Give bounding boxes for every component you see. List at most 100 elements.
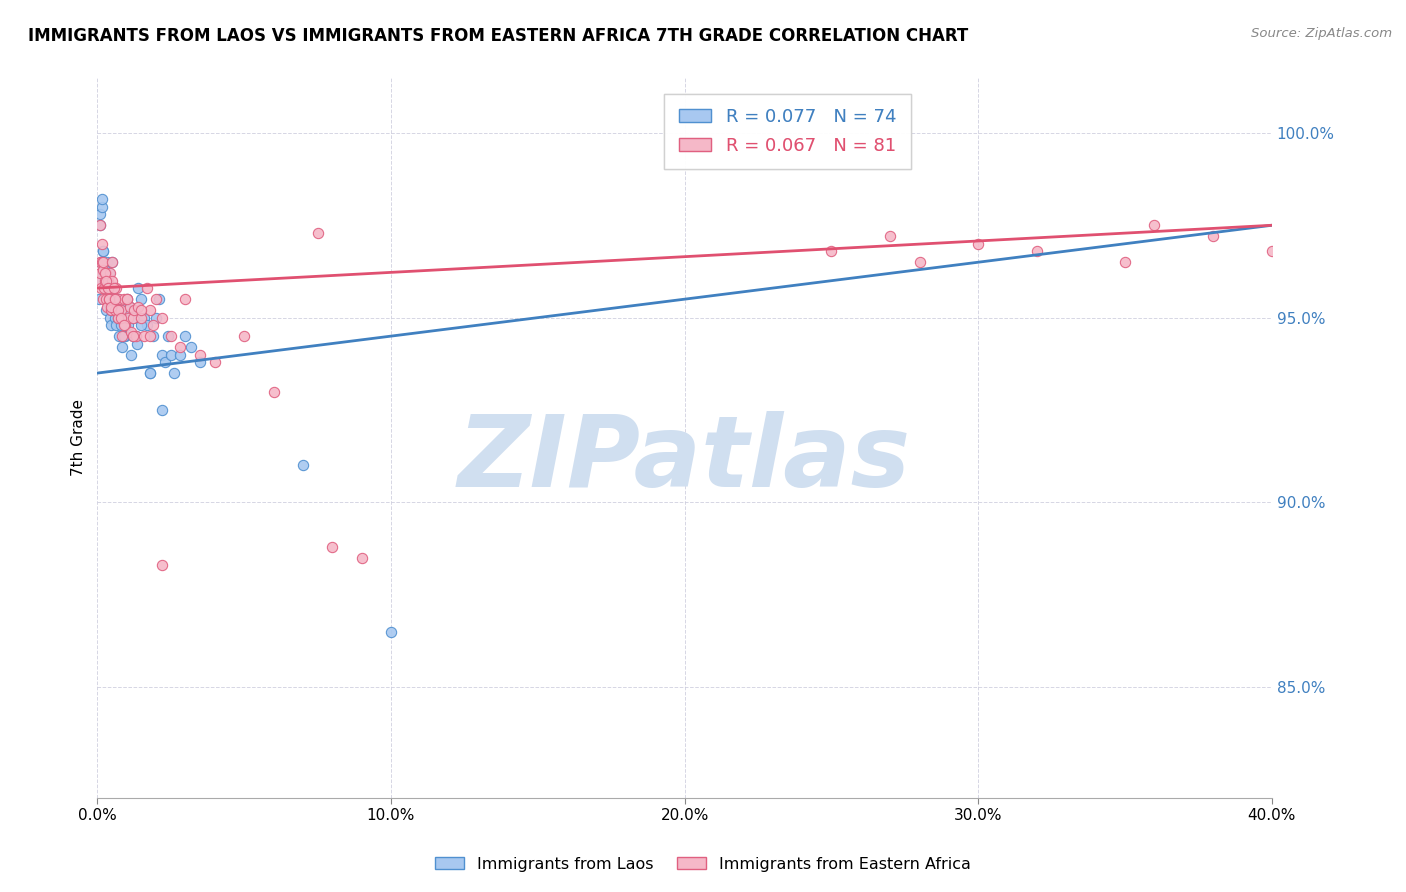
- Point: [908, 255, 931, 269]
- Point: [111, 340, 134, 354]
- Point: [91, 292, 114, 306]
- Point: [112, 329, 135, 343]
- Text: IMMIGRANTS FROM LAOS VS IMMIGRANTS FROM EASTERN AFRICA 7TH GRADE CORRELATION CHA: IMMIGRANTS FROM LAOS VS IMMIGRANTS FROM …: [28, 27, 969, 45]
- Point: [174, 292, 197, 306]
- Point: [89, 274, 111, 288]
- Text: ZIPatlas: ZIPatlas: [458, 411, 911, 508]
- Point: [879, 229, 901, 244]
- Point: [89, 266, 111, 280]
- Point: [110, 303, 132, 318]
- Point: [98, 292, 121, 306]
- Point: [263, 384, 285, 399]
- Point: [98, 310, 121, 325]
- Point: [134, 329, 156, 343]
- Point: [112, 292, 135, 306]
- Point: [94, 292, 117, 306]
- Point: [820, 244, 842, 259]
- Point: [98, 292, 121, 306]
- Point: [97, 281, 120, 295]
- Point: [117, 310, 139, 325]
- Text: Source: ZipAtlas.com: Source: ZipAtlas.com: [1251, 27, 1392, 40]
- Point: [93, 274, 115, 288]
- Point: [124, 329, 146, 343]
- Point: [97, 281, 120, 295]
- Point: [150, 348, 173, 362]
- Point: [139, 366, 162, 380]
- Point: [153, 355, 176, 369]
- Point: [118, 300, 141, 314]
- Point: [134, 310, 156, 325]
- Point: [114, 329, 136, 343]
- Point: [98, 266, 121, 280]
- Point: [107, 310, 129, 325]
- Point: [103, 303, 125, 318]
- Point: [156, 329, 179, 343]
- Point: [188, 355, 211, 369]
- Point: [233, 329, 256, 343]
- Point: [114, 318, 136, 332]
- Point: [104, 300, 127, 314]
- Point: [90, 200, 112, 214]
- Point: [103, 281, 125, 295]
- Point: [159, 348, 181, 362]
- Point: [90, 255, 112, 269]
- Point: [97, 281, 120, 295]
- Point: [139, 366, 162, 380]
- Point: [111, 329, 134, 343]
- Point: [97, 292, 120, 306]
- Point: [145, 292, 167, 306]
- Point: [115, 292, 138, 306]
- Point: [90, 281, 112, 295]
- Point: [204, 355, 226, 369]
- Point: [131, 318, 153, 332]
- Point: [121, 310, 143, 325]
- Point: [107, 292, 129, 306]
- Y-axis label: 7th Grade: 7th Grade: [72, 400, 86, 476]
- Point: [101, 274, 124, 288]
- Point: [136, 281, 159, 295]
- Point: [159, 329, 181, 343]
- Point: [101, 255, 124, 269]
- Point: [188, 348, 211, 362]
- Point: [110, 318, 132, 332]
- Point: [139, 329, 162, 343]
- Point: [91, 266, 114, 280]
- Point: [174, 329, 197, 343]
- Point: [100, 318, 122, 332]
- Point: [104, 292, 127, 306]
- Point: [127, 281, 149, 295]
- Point: [1026, 244, 1049, 259]
- Point: [93, 281, 115, 295]
- Point: [163, 366, 186, 380]
- Point: [98, 266, 121, 280]
- Point: [91, 255, 114, 269]
- Point: [100, 300, 122, 314]
- Point: [115, 292, 138, 306]
- Point: [89, 207, 111, 221]
- Point: [150, 558, 173, 573]
- Point: [148, 292, 170, 306]
- Point: [101, 255, 124, 269]
- Point: [180, 340, 202, 354]
- Point: [93, 281, 115, 295]
- Point: [121, 329, 143, 343]
- Point: [150, 403, 173, 417]
- Point: [117, 318, 139, 332]
- Point: [98, 292, 121, 306]
- Point: [131, 303, 153, 318]
- Point: [110, 310, 132, 325]
- Point: [100, 303, 122, 318]
- Point: [142, 329, 165, 343]
- Point: [97, 274, 120, 288]
- Point: [110, 303, 132, 318]
- Point: [96, 255, 118, 269]
- Point: [104, 303, 127, 318]
- Point: [115, 303, 138, 318]
- Point: [91, 244, 114, 259]
- Point: [100, 281, 122, 295]
- Point: [90, 255, 112, 269]
- Point: [120, 348, 142, 362]
- Point: [121, 310, 143, 325]
- Point: [89, 219, 111, 233]
- Point: [112, 310, 135, 325]
